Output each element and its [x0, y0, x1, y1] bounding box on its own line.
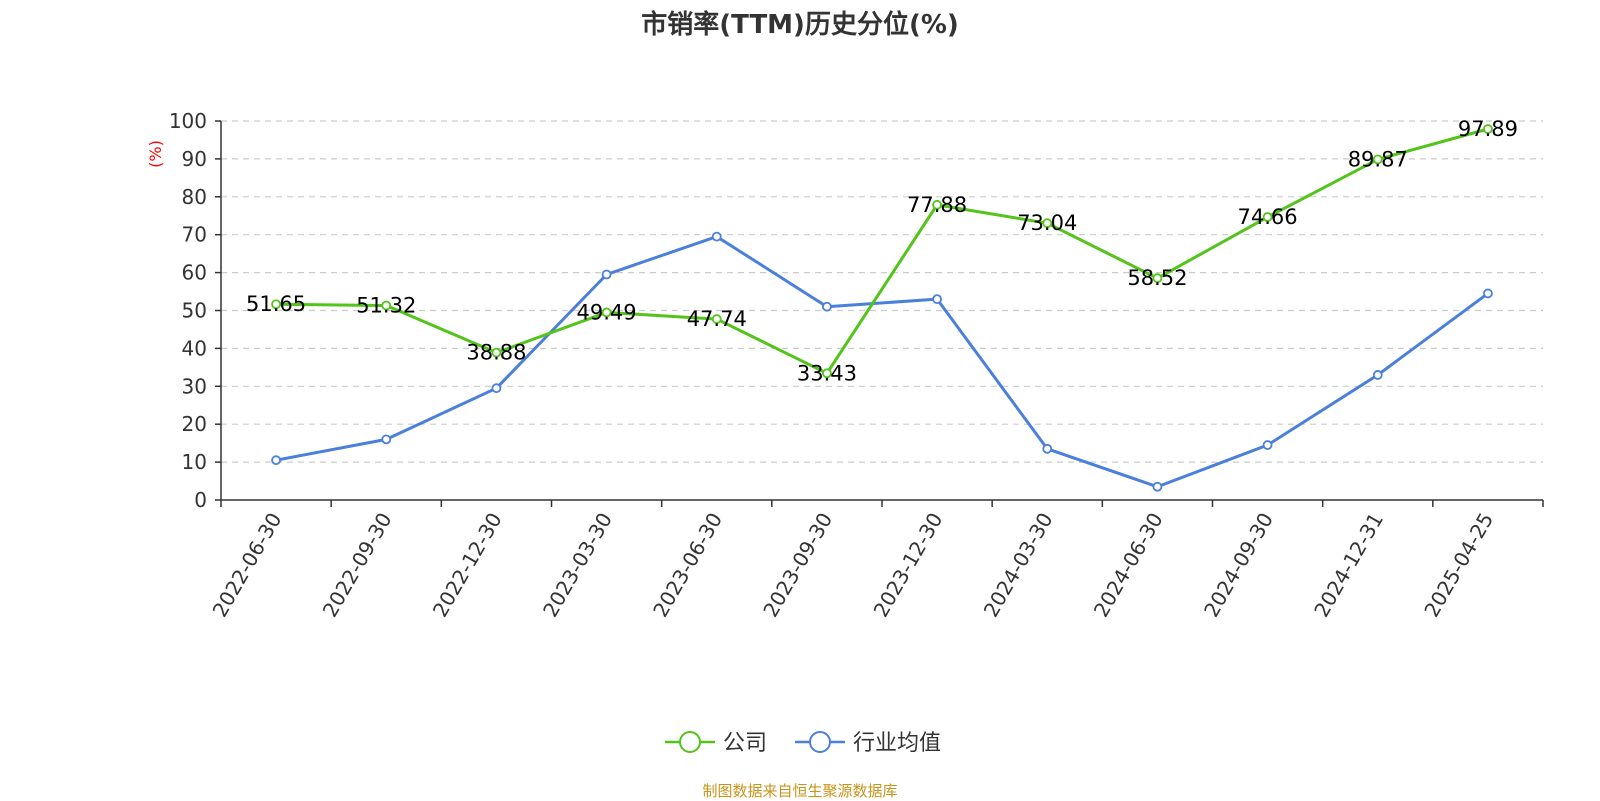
legend-item[interactable]: 行业均值 — [795, 731, 941, 756]
chart-title: 市销率(TTM)历史分位(%) — [641, 10, 959, 40]
x-tick-label: 2023-09-30 — [758, 509, 837, 622]
series — [271, 124, 1493, 492]
x-tick-label: 2024-06-30 — [1089, 509, 1168, 622]
series-line-1 — [275, 235, 1489, 489]
data-point[interactable] — [271, 455, 281, 466]
y-tick-label: 20 — [182, 412, 207, 436]
data-point[interactable] — [1372, 370, 1383, 380]
x-tick-label: 2023-12-30 — [869, 509, 948, 622]
data-label: 51.32 — [356, 293, 416, 317]
data-label: 49.49 — [577, 300, 637, 324]
x-tick-label: 2024-09-30 — [1199, 509, 1278, 622]
data-label: 89.87 — [1348, 147, 1408, 171]
data-label: 74.66 — [1238, 205, 1298, 229]
y-tick-label: 70 — [182, 223, 207, 247]
legend-label: 公司 — [723, 731, 767, 756]
data-label: 97.89 — [1458, 117, 1518, 141]
data-point[interactable] — [932, 199, 942, 210]
y-tick-label: 40 — [182, 336, 207, 360]
x-tick-label: 2022-09-30 — [318, 509, 397, 622]
legend-item[interactable]: 公司 — [665, 731, 767, 756]
data-point[interactable] — [491, 383, 502, 394]
data-point[interactable] — [711, 231, 722, 242]
data-point[interactable] — [711, 314, 722, 324]
data-point[interactable] — [1042, 443, 1053, 454]
x-tick-label: 2024-12-31 — [1309, 509, 1388, 622]
data-label: 33.43 — [797, 361, 857, 385]
data-label: 77.88 — [907, 193, 967, 217]
legend-label: 行业均值 — [853, 731, 941, 756]
data-point[interactable] — [601, 307, 612, 318]
y-tick-label: 80 — [182, 185, 207, 209]
data-point[interactable] — [1483, 288, 1493, 299]
grid-lines — [221, 120, 1543, 463]
data-label: 51.65 — [246, 292, 306, 316]
data-point[interactable] — [491, 347, 502, 358]
data-labels: 51.65 51.32 38.88 49.49 47.74 33.43 77.88 73.04… — [246, 117, 1518, 385]
x-tick-label: 2024-03-30 — [979, 509, 1058, 622]
y-tick-label: 0 — [194, 488, 207, 512]
data-label: 73.04 — [1017, 211, 1077, 235]
x-tick-label: 2025-04-25 — [1419, 509, 1498, 622]
data-source-note: 制图数据来自恒生聚源数据库 — [702, 782, 898, 800]
y-tick-label: 10 — [182, 450, 207, 474]
x-tick-label: 2023-03-30 — [538, 509, 617, 622]
data-point[interactable] — [1042, 218, 1053, 229]
y-axis-label: (%) — [146, 140, 165, 168]
legend[interactable]: 公司 行业均值 — [665, 731, 941, 756]
x-tick-label: 2022-06-30 — [208, 509, 287, 622]
data-point[interactable] — [381, 434, 392, 445]
x-tick-label: 2022-12-30 — [428, 509, 507, 622]
legend-marker-icon — [679, 731, 701, 753]
data-point[interactable] — [822, 368, 832, 379]
data-label: 58.52 — [1127, 266, 1187, 290]
data-point[interactable] — [601, 269, 612, 280]
y-tick-label: 100 — [169, 109, 207, 133]
x-tick-label: 2023-06-30 — [648, 509, 727, 622]
y-tick-label: 30 — [182, 374, 207, 398]
data-point[interactable] — [932, 294, 942, 305]
data-label: 47.74 — [687, 307, 747, 331]
data-point[interactable] — [381, 300, 392, 311]
series-line-0 — [276, 127, 1489, 375]
data-point[interactable] — [822, 301, 832, 312]
data-point[interactable] — [1152, 481, 1163, 492]
legend-marker-icon — [809, 731, 831, 753]
data-point[interactable] — [1262, 440, 1273, 450]
y-tick-label: 90 — [182, 147, 207, 171]
data-point[interactable] — [1372, 154, 1383, 165]
y-tick-label: 50 — [182, 299, 207, 323]
data-point[interactable] — [1483, 124, 1493, 134]
data-label: 38.88 — [466, 341, 526, 365]
data-point[interactable] — [1152, 273, 1163, 284]
data-point[interactable] — [1262, 212, 1273, 222]
data-point[interactable] — [271, 299, 281, 310]
y-tick-label: 60 — [182, 261, 207, 285]
